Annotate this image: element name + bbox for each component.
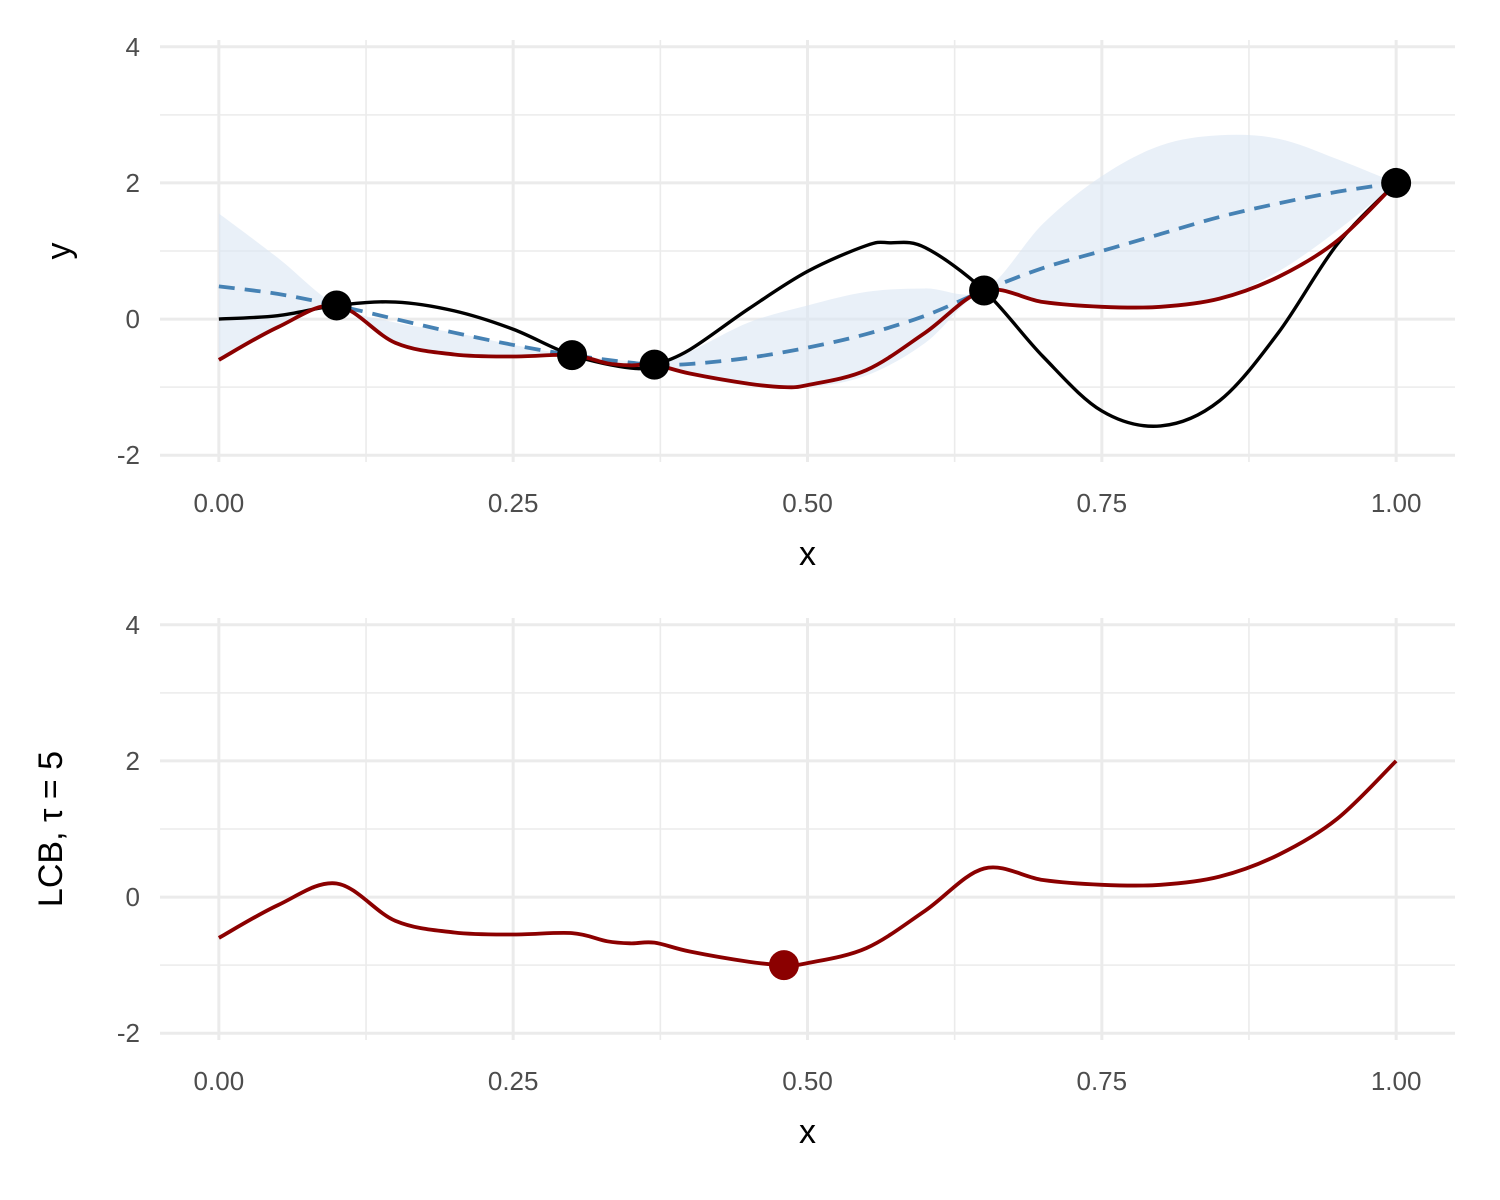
y-tick-label: 2 (126, 168, 140, 198)
x-tick-label: 0.25 (488, 1066, 539, 1096)
observation-point (639, 349, 670, 380)
x-tick-label: 1.00 (1371, 488, 1422, 518)
true-function-line (218, 181, 1398, 428)
observation-point (1381, 167, 1412, 198)
x-axis-title: x (799, 535, 816, 573)
x-tick-label: 0.50 (782, 1066, 833, 1096)
observation-point (557, 340, 588, 371)
x-axis-title: x (799, 1113, 816, 1151)
x-tick-label: 0.00 (194, 488, 245, 518)
lcb-minimum-point (768, 950, 799, 981)
y-tick-label: 0 (126, 882, 140, 912)
observation-point (321, 290, 352, 321)
x-tick-label: 0.00 (194, 1066, 245, 1096)
y-axis-title: LCB, τ = 5 (32, 751, 70, 907)
x-tick-label: 0.75 (1077, 1066, 1128, 1096)
y-tick-label: 2 (126, 746, 140, 776)
lcb-line (217, 181, 1398, 390)
top-panel: 0.00 0.25 0.50 0.75 1.00 -2 0 2 4 x y (40, 32, 1455, 573)
gp-mean-line (218, 181, 1397, 367)
y-axis-title: y (40, 243, 78, 260)
x-tick-label: 0.75 (1077, 488, 1128, 518)
y-tick-label: 0 (126, 304, 140, 334)
bottom-panel: 0.00 0.25 0.50 0.75 1.00 -2 0 2 4 x LCB, τ = 5 (32, 610, 1455, 1151)
y-tick-label: 4 (126, 610, 140, 640)
observation-point (969, 275, 1000, 306)
y-tick-label: -2 (117, 1018, 140, 1048)
x-tick-label: 1.00 (1371, 1066, 1422, 1096)
y-tick-label: 4 (126, 32, 140, 62)
y-tick-label: -2 (117, 440, 140, 470)
confidence-band (218, 134, 1397, 388)
gridlines (160, 618, 1455, 1040)
x-tick-label: 0.25 (488, 488, 539, 518)
x-tick-label: 0.50 (782, 488, 833, 518)
